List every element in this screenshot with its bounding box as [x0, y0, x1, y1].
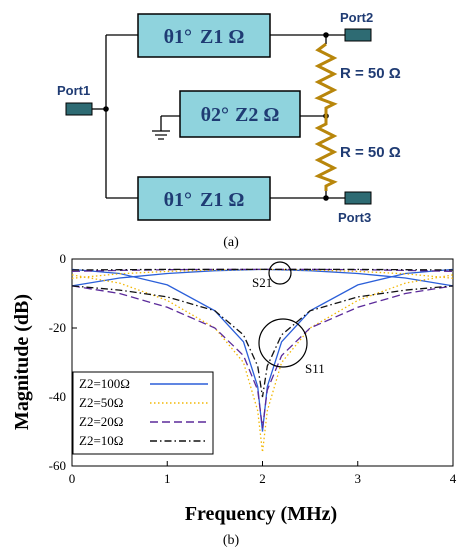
legend-label: Z2=100Ω — [79, 376, 130, 391]
s21-annotation: S21 — [252, 275, 272, 290]
schematic: R = 50 Ω R = 50 Ω θ1° Z1 Ω θ2° Z2 Ω θ1° Z1 … — [57, 10, 401, 250]
x-tick-label: 3 — [355, 471, 362, 486]
tline-top-z: Z1 Ω — [200, 26, 244, 48]
series-3-s11-line — [71, 285, 454, 398]
y-tick-label: -20 — [49, 320, 66, 335]
resistor-bottom — [314, 116, 338, 191]
port1: Port1 — [57, 83, 93, 116]
tline-top: θ1° Z1 Ω — [137, 13, 271, 58]
tline-top-theta: θ1° — [164, 26, 192, 48]
series-0-s11-line — [71, 268, 454, 432]
port2: Port2 — [340, 10, 373, 42]
tline-bottom: θ1° Z1 Ω — [137, 176, 271, 221]
resistor-zigzags — [314, 42, 338, 191]
svg-text:θ1°Z1 Ω: θ1° Z1 Ω — [164, 189, 245, 211]
resistor-bottom-label: R = 50 Ω — [340, 144, 401, 161]
svg-text:θ1°Z1 Ω: θ1° Z1 Ω — [164, 26, 245, 48]
s21-circle — [268, 261, 292, 285]
x-tick-label: 2 — [259, 471, 266, 486]
s11-annotation: S11 — [305, 361, 325, 376]
tline-middle-z: Z2 Ω — [235, 104, 279, 126]
circuit-wires — [92, 34, 345, 199]
y-tick-label: -40 — [49, 389, 66, 404]
port3-label: Port3 — [338, 210, 371, 225]
legend-label: Z2=20Ω — [79, 414, 123, 429]
port1-label: Port1 — [57, 83, 90, 98]
x-tick-label: 4 — [450, 471, 457, 486]
caption-a: (a) — [223, 235, 239, 250]
resistor-top — [314, 42, 338, 116]
axis-ticks: 0 1 2 3 4 0 -20 -40 -60 — [49, 251, 457, 486]
tline-middle: θ2° Z2 Ω — [179, 90, 301, 138]
tline-bottom-z: Z1 Ω — [200, 189, 244, 211]
port1-icon — [65, 102, 93, 116]
y-axis-label: Magnitude (dB) — [11, 294, 33, 430]
legend-label: Z2=10Ω — [79, 433, 123, 448]
s11-circle — [258, 318, 308, 368]
y-tick-label: -60 — [49, 458, 66, 473]
sparameter-chart: 0 1 2 3 40-20-40-60 S21 S11 Z2=100ΩZ2=50ΩZ2=… — [11, 251, 457, 548]
legend-label: Z2=50Ω — [79, 395, 123, 410]
tline-middle-theta: θ2° — [201, 104, 229, 126]
port3-icon — [344, 191, 372, 205]
x-axis-label: Frequency (MHz) — [185, 503, 337, 525]
series-2-s11-line — [71, 285, 454, 429]
plot-curves — [71, 268, 454, 453]
tline-bottom-theta: θ1° — [164, 189, 192, 211]
legend: Z2=100Ω Z2=50Ω Z2=20Ω Z2=10Ω — [72, 371, 214, 455]
caption-b: (b) — [223, 533, 240, 548]
port2-icon — [344, 28, 372, 42]
series-3-s21-line — [71, 268, 454, 271]
x-tick-label: 1 — [164, 471, 171, 486]
resistor-top-label: R = 50 Ω — [340, 65, 401, 82]
ground-icon — [152, 130, 170, 140]
x-tick-label: 0 — [69, 471, 76, 486]
port2-label: Port2 — [340, 10, 373, 25]
svg-text:θ2°Z2 Ω: θ2° Z2 Ω — [201, 104, 280, 126]
port3: Port3 — [338, 191, 372, 225]
y-tick-label: 0 — [60, 251, 67, 266]
